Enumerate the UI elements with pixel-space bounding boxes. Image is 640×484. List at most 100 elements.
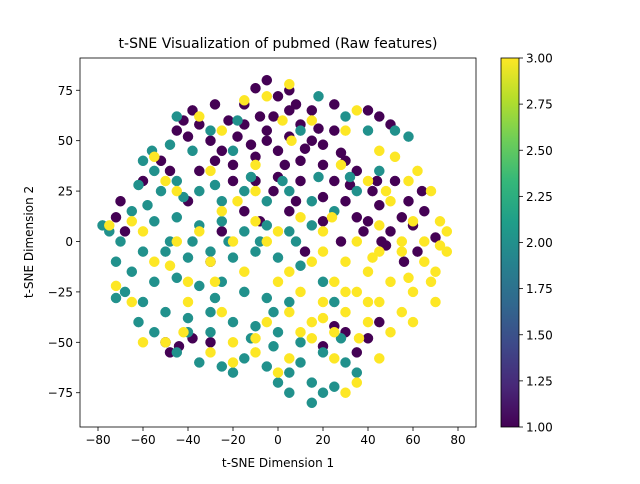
data-point xyxy=(171,236,183,247)
data-point xyxy=(194,111,205,122)
data-point xyxy=(205,125,216,136)
data-point xyxy=(272,367,284,378)
data-point xyxy=(268,306,279,318)
data-point xyxy=(306,195,318,207)
x-axis-label: t-SNE Dimension 1 xyxy=(222,456,334,470)
colorbar-tick-label: 2.75 xyxy=(526,98,553,112)
data-point xyxy=(227,357,239,368)
data-point xyxy=(306,105,318,116)
data-point xyxy=(171,125,183,136)
data-point xyxy=(340,256,351,267)
data-point xyxy=(209,179,221,191)
data-point xyxy=(279,159,291,171)
data-point xyxy=(178,326,189,338)
data-point xyxy=(317,312,329,324)
data-point xyxy=(171,212,183,223)
data-point xyxy=(430,296,441,308)
data-point xyxy=(317,139,329,150)
data-point xyxy=(171,175,183,187)
data-point xyxy=(239,185,250,197)
data-point xyxy=(295,212,306,223)
data-point xyxy=(329,296,340,308)
data-point xyxy=(313,91,324,102)
data-point xyxy=(239,205,250,217)
data-point xyxy=(326,212,338,223)
data-point xyxy=(329,276,340,288)
data-point xyxy=(353,333,365,344)
data-point xyxy=(216,195,228,207)
data-point xyxy=(254,111,266,122)
data-point xyxy=(142,199,153,211)
data-point xyxy=(374,145,385,157)
data-point xyxy=(227,236,239,247)
data-point xyxy=(205,326,216,338)
data-point xyxy=(250,82,261,94)
data-point xyxy=(133,316,144,328)
data-point xyxy=(284,266,295,277)
x-tick-label: −40 xyxy=(175,433,200,447)
data-point xyxy=(284,367,295,378)
data-point xyxy=(194,185,205,197)
data-point xyxy=(261,195,273,207)
data-point xyxy=(306,397,318,409)
data-point xyxy=(340,357,351,368)
data-point xyxy=(374,353,385,364)
data-point xyxy=(299,143,311,154)
data-point xyxy=(306,256,318,267)
data-point xyxy=(137,155,149,167)
data-point xyxy=(295,155,306,167)
data-point xyxy=(374,296,385,308)
data-point xyxy=(362,105,374,116)
data-point xyxy=(374,165,385,177)
data-point xyxy=(362,296,374,308)
y-tick-label: 50 xyxy=(58,134,73,148)
colorbar-tick-label: 1.50 xyxy=(526,328,553,342)
data-point xyxy=(227,145,239,157)
data-point xyxy=(110,292,122,304)
data-point xyxy=(362,175,374,187)
data-point xyxy=(232,131,243,142)
data-point xyxy=(137,337,149,348)
colorbar-tick-label: 3.00 xyxy=(526,52,553,66)
data-point xyxy=(351,286,363,298)
data-point xyxy=(396,236,408,247)
data-point xyxy=(250,159,261,171)
data-point xyxy=(261,74,273,86)
data-point xyxy=(419,236,430,247)
data-point xyxy=(155,185,167,197)
data-point xyxy=(149,165,160,177)
y-tick-label: −25 xyxy=(48,285,73,299)
colorbar-tick-label: 2.25 xyxy=(526,190,553,204)
data-point xyxy=(216,125,228,136)
data-point xyxy=(441,246,453,257)
data-point xyxy=(239,286,250,298)
data-point xyxy=(335,147,347,159)
data-point xyxy=(227,337,239,348)
data-point xyxy=(362,125,374,136)
x-tick-label: −80 xyxy=(85,433,110,447)
data-point xyxy=(403,195,414,207)
data-point xyxy=(385,195,396,207)
data-point xyxy=(329,381,340,392)
data-point xyxy=(295,260,306,271)
data-point xyxy=(272,377,284,388)
data-point xyxy=(160,306,171,318)
data-point xyxy=(306,135,318,146)
data-point xyxy=(389,175,401,187)
data-point xyxy=(250,333,261,344)
data-point xyxy=(290,236,302,247)
data-point xyxy=(250,347,261,358)
data-point xyxy=(362,266,374,277)
data-point xyxy=(398,256,410,267)
data-point xyxy=(261,135,273,146)
colorbar xyxy=(501,58,519,427)
data-point xyxy=(239,226,250,237)
data-point xyxy=(250,216,261,227)
x-tick-label: 0 xyxy=(274,433,282,447)
data-point xyxy=(223,115,234,126)
data-point xyxy=(389,151,401,163)
data-point xyxy=(385,276,396,288)
data-point xyxy=(261,361,273,372)
data-point xyxy=(374,220,385,231)
